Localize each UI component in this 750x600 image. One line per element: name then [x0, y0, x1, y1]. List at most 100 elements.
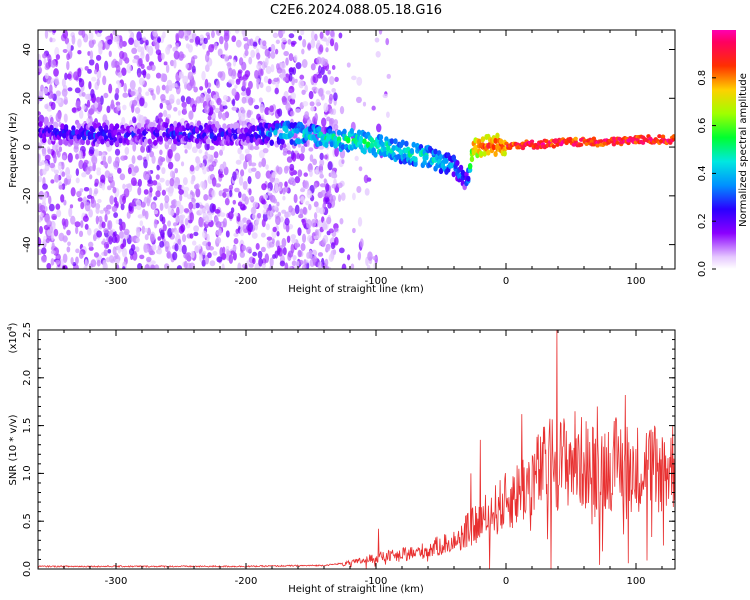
- spectrogram-noise-cell: [157, 113, 162, 119]
- spectrogram-signal-cell: [58, 139, 63, 146]
- spectrogram-noise-cell: [207, 115, 212, 121]
- spectrogram-signal-cell: [62, 132, 67, 139]
- spectrogram-noise-cell: [282, 97, 288, 106]
- spectrogram-noise-cell: [284, 181, 288, 188]
- spectrogram-noise-cell: [341, 263, 347, 269]
- spectrogram-noise-cell: [244, 70, 251, 78]
- spectrogram-signal-cell: [396, 153, 402, 160]
- spectrogram-noise-cell: [314, 112, 318, 123]
- spectrogram-noise-cell: [240, 116, 245, 122]
- spectrogram-noise-cell: [53, 228, 59, 237]
- spectrogram-noise-cell: [346, 62, 351, 68]
- spectrogram-noise-cell: [89, 174, 93, 180]
- spectrogram-noise-cell: [319, 169, 323, 179]
- spectrogram-signal-cell: [209, 133, 214, 140]
- spectrogram-noise-cell: [145, 53, 150, 63]
- spectrogram-noise-cell: [217, 110, 223, 120]
- spectrogram-noise-cell: [93, 148, 100, 157]
- spectrogram-noise-cell: [339, 106, 345, 115]
- spectrogram-signal-cell: [617, 136, 622, 141]
- spectrogram-noise-cell: [214, 209, 221, 214]
- spectrogram-noise-cell: [70, 256, 74, 265]
- spectrogram-noise-cell: [169, 59, 175, 67]
- spectrogram-noise-cell: [222, 105, 228, 110]
- spectrogram-noise-cell: [217, 48, 223, 57]
- spectrogram-noise-cell: [191, 240, 197, 246]
- spectrogram-noise-cell: [261, 199, 267, 205]
- spectrogram-noise-cell: [209, 100, 215, 106]
- spectrogram-noise-cell: [173, 182, 179, 189]
- spectrogram-noise-cell: [221, 112, 227, 121]
- spectrogram-noise-cell: [238, 175, 244, 186]
- spectrogram-noise-cell: [297, 249, 302, 258]
- spectrogram-signal-cell: [173, 138, 178, 145]
- spectrogram-noise-cell: [154, 41, 160, 51]
- spectrogram-noise-cell: [262, 40, 267, 47]
- spectrogram-noise-cell: [323, 178, 327, 184]
- spectrogram-noise-cell: [300, 195, 305, 204]
- spectrogram-noise-cell: [52, 30, 57, 34]
- spectrogram-noise-cell: [279, 260, 286, 267]
- spectrogram-noise-cell: [317, 261, 323, 269]
- spectrogram-noise-cell: [374, 37, 380, 43]
- spectrogram-noise-cell: [329, 38, 335, 47]
- spectrogram-noise-cell: [241, 96, 247, 104]
- spectrogram-signal-cell: [378, 134, 384, 141]
- spectrogram-noise-cell: [44, 163, 50, 172]
- spectrogram-noise-cell: [295, 62, 302, 70]
- spectrogram-noise-cell: [300, 145, 306, 154]
- spectrogram-noise-cell: [218, 173, 224, 178]
- spectrogram-noise-cell: [308, 90, 314, 100]
- spectrogram-noise-cell: [288, 53, 294, 62]
- spectrogram-noise-cell: [199, 204, 204, 209]
- spectrogram-noise-cell: [298, 35, 303, 41]
- spectrogram-noise-cell: [131, 116, 137, 124]
- spectrogram-noise-cell: [184, 217, 189, 226]
- spectrogram-signal-cell: [275, 123, 280, 130]
- spectrogram-noise-cell: [147, 45, 154, 56]
- spectrogram-noise-cell: [144, 263, 150, 269]
- spectrogram-noise-cell: [202, 155, 208, 160]
- spectrogram-noise-cell: [120, 203, 125, 211]
- spectrogram-noise-cell: [189, 233, 194, 239]
- spectrogram-noise-cell: [244, 148, 250, 154]
- spectrogram-noise-cell: [250, 162, 257, 167]
- x-tick-label: -200: [235, 276, 258, 287]
- spectrogram-noise-cell: [288, 33, 295, 39]
- spectrogram-noise-cell: [271, 171, 276, 179]
- spectrogram-noise-cell: [84, 93, 91, 100]
- spectrogram-noise-cell: [306, 138, 310, 148]
- spectrogram-noise-cell: [262, 193, 268, 200]
- spectrogram-noise-cell: [88, 59, 95, 66]
- x-tick-label: 0: [503, 576, 509, 587]
- spectrogram-signal-cell: [409, 147, 415, 154]
- spectrogram-noise-cell: [38, 67, 42, 73]
- spectrogram-noise-cell: [221, 101, 227, 106]
- colorbar-tick-label: 0.6: [697, 118, 708, 134]
- spectrogram-noise-cell: [292, 254, 297, 261]
- spectrogram-signal-cell: [551, 144, 557, 149]
- spectrogram-noise-cell: [175, 42, 179, 49]
- spectrogram-signal-cell: [125, 139, 131, 146]
- spectrogram-noise-cell: [337, 182, 343, 189]
- spectrogram-noise-cell: [66, 53, 71, 61]
- spectrogram-noise-cell: [207, 88, 212, 94]
- spectrogram-noise-cell: [212, 203, 217, 212]
- spectrogram-noise-cell: [219, 35, 224, 45]
- spectrogram-noise-cell: [378, 30, 383, 35]
- spectrogram-signal-cell: [329, 141, 334, 148]
- spectrogram-signal-cell: [316, 126, 322, 133]
- spectrogram-noise-cell: [161, 189, 166, 196]
- spectrogram-noise-cell: [276, 201, 280, 207]
- spectrogram-noise-cell: [166, 251, 171, 259]
- spectrogram-noise-cell: [60, 194, 65, 203]
- spectrogram-signal-cell: [103, 124, 109, 131]
- spectrogram-noise-cell: [155, 190, 161, 198]
- spectrogram-noise-cell: [63, 177, 68, 186]
- spectrogram-noise-cell: [99, 209, 104, 214]
- spectrogram-noise-cell: [88, 246, 94, 251]
- spectrogram-noise-cell: [135, 199, 142, 207]
- spectrogram-noise-cell: [135, 237, 141, 243]
- spectrogram-noise-cell: [87, 68, 92, 74]
- spectrogram-noise-cell: [224, 41, 229, 51]
